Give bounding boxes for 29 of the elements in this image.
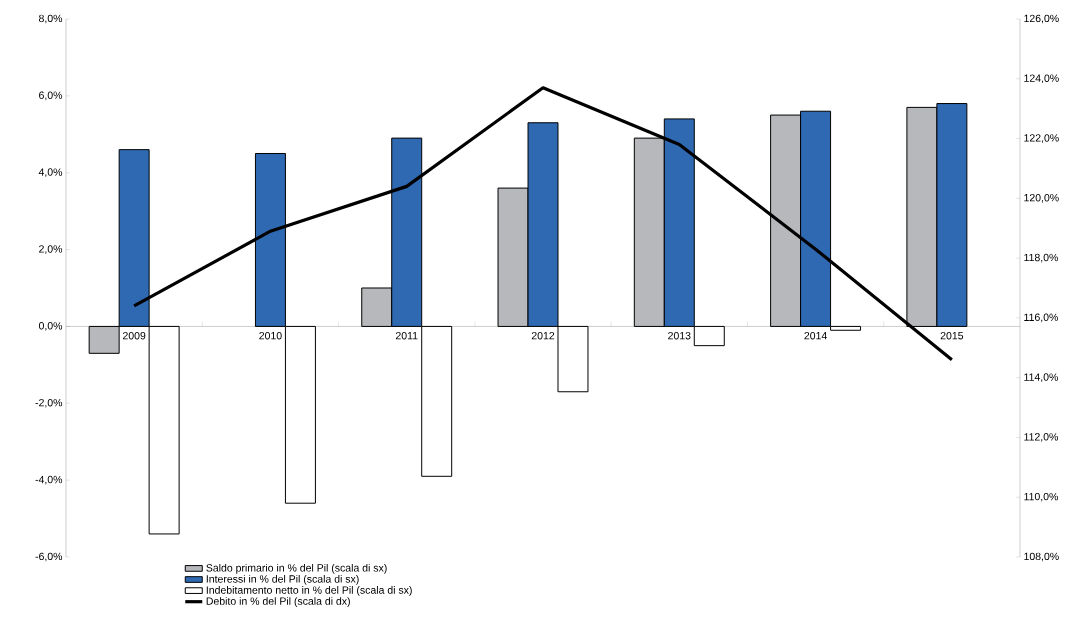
y2-tick-label: 110,0% (1024, 492, 1058, 502)
y-tick-label: -6,0% (35, 552, 63, 562)
y2-tick-label: 126,0% (1024, 14, 1059, 24)
y2-tick-label: 124,0% (1024, 74, 1059, 84)
y2-tick-label: 120,0% (1024, 194, 1059, 203)
legend-label: Interessi in % del Pil (scala di sx) (206, 574, 359, 585)
y-tick-label: -4,0% (35, 475, 63, 485)
x-tick-label: 2012 (531, 331, 555, 340)
legend-label: Saldo primario in % del Pil (scala di sx) (206, 563, 387, 574)
y2-tick-label: 108,0% (1024, 552, 1059, 562)
x-tick-label: 2014 (804, 331, 827, 340)
x-tick-label: 2011 (395, 331, 418, 340)
y2-tick-label: 112,0% (1024, 433, 1058, 442)
legend-label: Indebitamento netto in % del Pil (scala di sx) (206, 586, 412, 596)
y-tick-label: 2,0% (39, 245, 63, 254)
y2-tick-label: 114,0% (1024, 373, 1058, 382)
y-tick-label: -2,0% (35, 398, 63, 408)
x-tick-label: 2009 (123, 331, 146, 340)
y2-tick-label: 116,0% (1024, 313, 1058, 323)
y-tick-label: 4,0% (38, 168, 63, 178)
y-tick-label: 0,0% (38, 322, 63, 331)
y-tick-label: 6,0% (39, 91, 63, 101)
y2-tick-label: 122,0% (1024, 134, 1059, 143)
y-tick-label: 8,0% (39, 14, 63, 24)
x-tick-label: 2015 (940, 331, 964, 340)
x-tick-label: 2010 (259, 331, 282, 340)
legend-label: Debito in % del Pil (scala di dx) (206, 597, 350, 607)
y2-tick-label: 118,0% (1024, 253, 1058, 263)
x-tick-label: 2013 (668, 331, 691, 340)
